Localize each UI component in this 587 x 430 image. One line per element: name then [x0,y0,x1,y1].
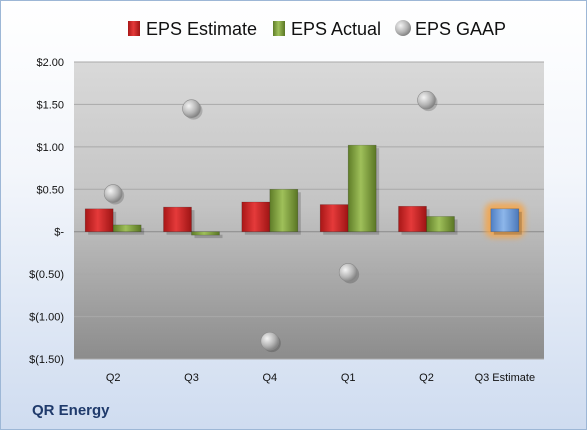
x-tick-label: Q1 [341,372,356,384]
bar-estimate[interactable] [163,206,192,233]
legend-actual-swatch [273,21,285,36]
y-tick-label: $0.50 [36,184,64,196]
legend-estimate-swatch [128,21,140,36]
gaap-marker[interactable] [260,331,280,351]
legend-gaap-swatch [395,20,411,36]
bar-actual-shadow [194,234,223,239]
gaap-marker[interactable] [338,263,358,282]
gridlines [74,61,544,360]
y-tick-label: $2.00 [36,57,64,69]
gaap-marker[interactable] [103,184,123,203]
y-tick-label: $(0.50) [29,269,64,281]
bar-actual[interactable] [112,224,142,233]
y-tick-label: $1.50 [36,99,64,111]
x-tick-label: Q3 Estimate [475,372,536,384]
bar-estimate-highlight[interactable] [490,208,520,233]
legend-item-estimate[interactable]: EPS Estimate [128,19,257,39]
bar-actual[interactable] [347,144,377,233]
x-tick-label: Q4 [262,372,277,384]
legend-actual-label: EPS Actual [291,19,381,39]
y-axis: $2.00 $1.50 $1.00 $0.50 $- $(0.50) $(1.00) $(1.… [29,57,64,366]
bar-actual[interactable] [191,231,220,236]
y-tick-label: $- [54,227,64,239]
x-tick-label: Q2 [419,372,434,384]
y-tick-label: $1.00 [36,142,64,154]
legend-gaap-label: EPS GAAP [415,19,506,39]
legend-item-gaap[interactable]: EPS GAAP [395,19,506,39]
x-tick-label: Q2 [106,372,121,384]
bars [84,144,525,239]
y-tick-label: $(1.50) [29,354,64,366]
x-axis: Q2 Q3 Q4 Q1 Q2 Q3 Estimate [106,372,535,384]
bar-estimate[interactable] [398,205,427,233]
gaap-markers [103,90,438,353]
company-name: QR Energy [32,402,110,419]
legend: EPS Estimate EPS Actual EPS GAAP [128,19,506,39]
gaap-marker[interactable] [417,90,436,110]
gaap-marker[interactable] [182,99,201,118]
y-tick-label: $(1.00) [29,312,64,324]
bar-estimate[interactable] [84,208,114,233]
bar-estimate[interactable] [241,201,271,233]
legend-estimate-label: EPS Estimate [146,19,257,39]
bar-actual[interactable] [269,188,299,233]
x-tick-label: Q3 [184,372,199,384]
bar-actual[interactable] [426,216,455,233]
legend-item-actual[interactable]: EPS Actual [273,19,381,39]
plot-area [74,62,544,359]
bar-estimate[interactable] [319,204,349,233]
